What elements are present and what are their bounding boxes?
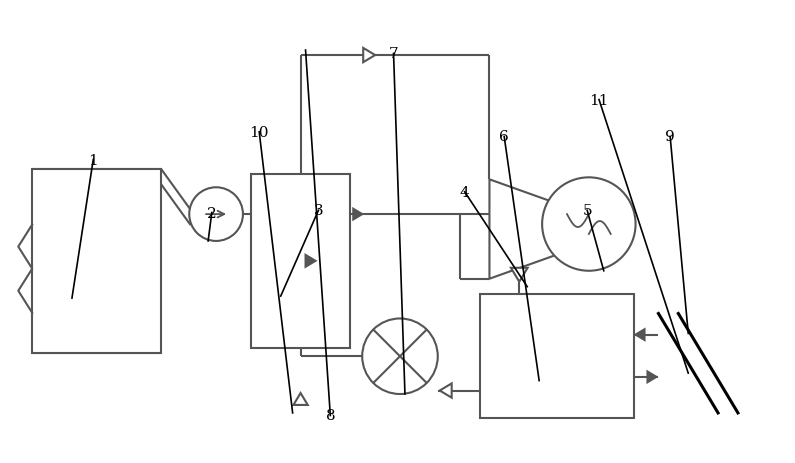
Text: 6: 6 xyxy=(499,130,509,144)
Text: 11: 11 xyxy=(589,94,609,107)
Text: 1: 1 xyxy=(88,153,98,167)
Bar xyxy=(479,294,634,418)
Text: 10: 10 xyxy=(250,125,269,139)
Bar xyxy=(33,170,161,353)
Circle shape xyxy=(542,178,635,271)
Text: 4: 4 xyxy=(460,185,470,200)
Polygon shape xyxy=(305,255,316,267)
Polygon shape xyxy=(490,180,559,279)
Polygon shape xyxy=(511,268,528,282)
Polygon shape xyxy=(363,49,375,63)
Polygon shape xyxy=(635,330,645,340)
Bar xyxy=(251,175,351,349)
Text: 9: 9 xyxy=(665,130,675,144)
Circle shape xyxy=(363,319,438,394)
Polygon shape xyxy=(647,372,657,382)
Text: 5: 5 xyxy=(583,204,592,218)
Text: 8: 8 xyxy=(325,409,335,423)
Text: 3: 3 xyxy=(314,204,324,218)
Text: 7: 7 xyxy=(389,47,398,61)
Polygon shape xyxy=(293,393,308,405)
Polygon shape xyxy=(353,209,363,220)
Polygon shape xyxy=(440,383,452,398)
Text: 2: 2 xyxy=(207,206,217,220)
Circle shape xyxy=(189,188,243,241)
